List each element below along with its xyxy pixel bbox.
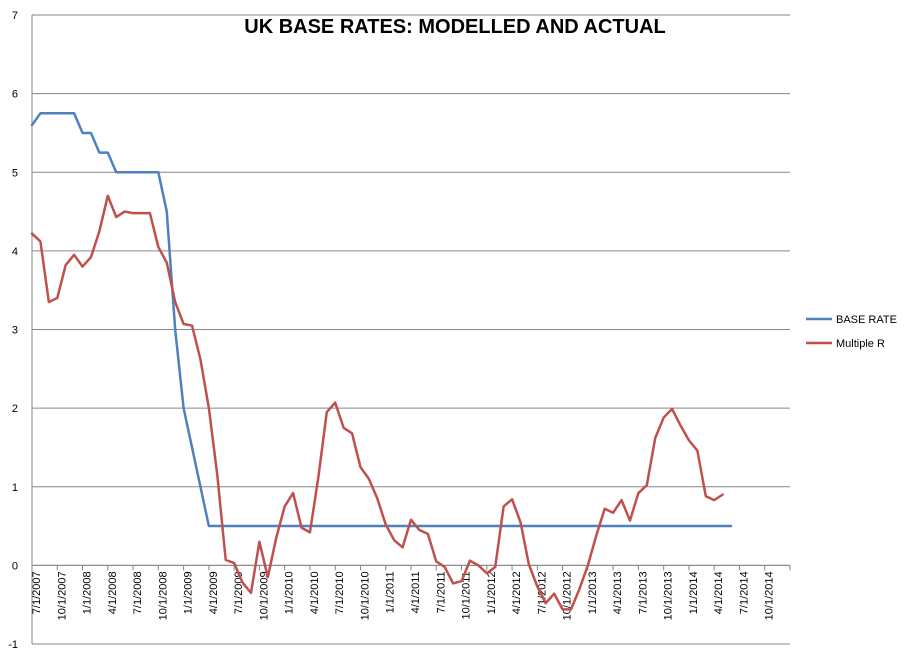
x-tick-label: 4/1/2014 bbox=[713, 571, 725, 614]
y-tick-label: 7 bbox=[12, 10, 18, 22]
series-line-base-rate bbox=[30, 112, 733, 528]
x-tick-label: 1/1/2010 bbox=[284, 571, 296, 614]
x-tick-label: 7/1/2012 bbox=[536, 571, 548, 614]
y-tick-label: 5 bbox=[12, 167, 18, 179]
legend: BASE RATE Multiple R bbox=[806, 314, 897, 350]
y-tick-label: 4 bbox=[12, 246, 18, 258]
y-tick-label: 0 bbox=[12, 560, 18, 572]
y-tick-label: -1 bbox=[8, 639, 18, 651]
x-tick-label: 1/1/2014 bbox=[688, 571, 700, 614]
y-tick-label: 6 bbox=[12, 89, 18, 101]
x-tick-label: 4/1/2008 bbox=[107, 571, 119, 614]
y-tick-label: 3 bbox=[12, 325, 18, 337]
legend-label: Multiple R bbox=[836, 338, 885, 350]
y-tick-label: 1 bbox=[12, 482, 18, 494]
x-tick-label: 4/1/2009 bbox=[208, 571, 220, 614]
x-tick-label: 10/1/2008 bbox=[157, 571, 169, 620]
y-axis-ticks: -1 0 1 2 3 4 5 6 7 bbox=[8, 10, 18, 651]
x-tick-label: 1/1/2013 bbox=[587, 571, 599, 614]
y-tick-label: 2 bbox=[12, 403, 18, 415]
series-line-multiple-r bbox=[30, 194, 724, 611]
x-tick-label: 10/1/2007 bbox=[56, 571, 68, 620]
x-tick-label: 1/1/2009 bbox=[183, 571, 195, 614]
x-tick-label: 10/1/2013 bbox=[663, 571, 675, 620]
x-tick-label: 4/1/2010 bbox=[309, 571, 321, 614]
x-tick-label: 1/1/2011 bbox=[385, 571, 397, 613]
x-tick-label: 7/1/2011 bbox=[435, 571, 447, 613]
x-tick-label: 10/1/2010 bbox=[359, 571, 371, 620]
x-tick-label: 4/1/2011 bbox=[410, 571, 422, 613]
x-tick-label: 7/1/2013 bbox=[637, 571, 649, 614]
x-tick-label: 1/1/2008 bbox=[82, 571, 94, 614]
x-tick-label: 10/1/2014 bbox=[764, 571, 776, 620]
x-tick-label: 10/1/2009 bbox=[258, 571, 270, 620]
x-tick-label: 7/1/2007 bbox=[31, 571, 43, 614]
chart-title: UK BASE RATES: MODELLED AND ACTUAL bbox=[244, 16, 665, 38]
x-tick-label: 10/1/2011 bbox=[461, 571, 473, 619]
x-tick-label: 7/1/2014 bbox=[738, 571, 750, 614]
series-lines bbox=[30, 112, 733, 611]
x-tick-label: 1/1/2012 bbox=[486, 571, 498, 614]
x-tick-label: 4/1/2012 bbox=[511, 571, 523, 614]
x-tick-label: 7/1/2010 bbox=[334, 571, 346, 614]
x-tick-label: 4/1/2013 bbox=[612, 571, 624, 614]
legend-label: BASE RATE bbox=[836, 314, 897, 326]
x-tick-label: 7/1/2008 bbox=[132, 571, 144, 614]
x-axis-ticks: 7/1/2007 10/1/2007 1/1/2008 4/1/2008 7/1/200… bbox=[31, 565, 791, 620]
x-tick-label: 10/1/2012 bbox=[562, 571, 574, 620]
